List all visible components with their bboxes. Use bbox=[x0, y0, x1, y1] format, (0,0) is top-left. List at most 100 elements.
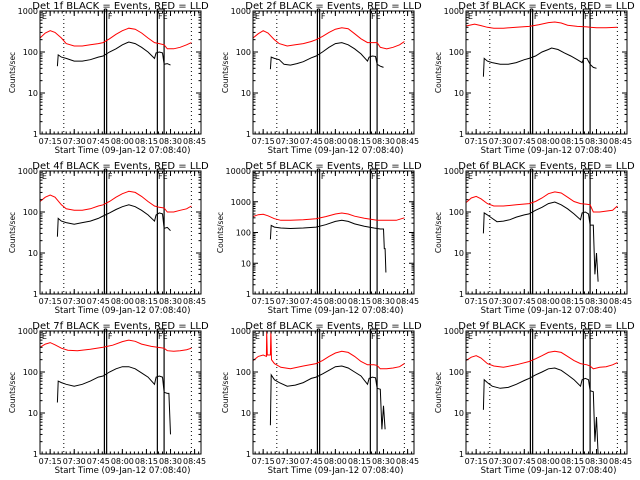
events-series-line bbox=[56, 204, 171, 237]
flag-label: F bbox=[321, 172, 326, 181]
plot-frame bbox=[39, 330, 202, 455]
y-tick-label: 100 bbox=[449, 368, 464, 377]
flag-label: F bbox=[321, 12, 326, 21]
panel-title: Det 7f BLACK = Events, RED = LLD bbox=[32, 321, 209, 332]
x-tick-label: 07:30 bbox=[489, 457, 512, 466]
y-tick-label: 1 bbox=[459, 130, 464, 139]
y-tick-label: 10 bbox=[454, 89, 464, 98]
x-tick-label: 08:30 bbox=[159, 457, 182, 466]
flag-label: FE bbox=[158, 12, 168, 21]
x-tick-label: 08:15 bbox=[135, 297, 158, 306]
y-tick-label: 10 bbox=[28, 89, 38, 98]
x-tick-label: 07:45 bbox=[87, 137, 110, 146]
x-tick-label: 07:30 bbox=[276, 137, 299, 146]
x-tick-label: 08:15 bbox=[135, 137, 158, 146]
flag-label: F bbox=[321, 332, 326, 341]
x-tick-label: 07:45 bbox=[513, 297, 536, 306]
lld-series-line bbox=[465, 350, 618, 370]
panel-title: Det 5f BLACK = Events, RED = LLD bbox=[245, 161, 422, 172]
x-tick-label: 08:45 bbox=[609, 137, 632, 146]
events-series-line bbox=[482, 47, 597, 77]
x-tick-label: 08:15 bbox=[348, 297, 371, 306]
y-tick-label: 1000 bbox=[231, 327, 251, 336]
flag-label: FE bbox=[158, 332, 168, 341]
flag-label: E bbox=[468, 332, 473, 341]
x-tick-label: 08:00 bbox=[111, 457, 134, 466]
flag-label: F bbox=[534, 172, 539, 181]
x-tick-label: 07:30 bbox=[489, 297, 512, 306]
flag-label: FE bbox=[371, 12, 381, 21]
x-tick-label: 08:00 bbox=[111, 137, 134, 146]
y-tick-label: 100 bbox=[23, 208, 38, 217]
lld-series-line bbox=[252, 212, 405, 221]
x-tick-label: 08:45 bbox=[183, 297, 206, 306]
y-tick-label: 10 bbox=[454, 409, 464, 418]
y-tick-label: 100 bbox=[449, 48, 464, 57]
x-axis-label: Start Time (09-Jan-12 07:08:40) bbox=[268, 146, 404, 156]
y-tick-label: 10 bbox=[28, 409, 38, 418]
flag-label: FE bbox=[371, 332, 381, 341]
events-series-line bbox=[56, 41, 171, 67]
x-tick-label: 07:30 bbox=[489, 137, 512, 146]
x-tick-label: 07:15 bbox=[252, 137, 275, 146]
y-tick-label: 1 bbox=[246, 450, 251, 459]
y-tick-label: 1 bbox=[33, 290, 38, 299]
x-tick-label: 07:15 bbox=[39, 457, 62, 466]
plot-frame bbox=[465, 170, 628, 295]
x-tick-label: 08:45 bbox=[609, 297, 632, 306]
panel-title: Det 3f BLACK = Events, RED = LLD bbox=[458, 1, 635, 12]
x-tick-label: 07:45 bbox=[300, 297, 323, 306]
x-tick-label: 08:30 bbox=[585, 297, 608, 306]
flag-label: F bbox=[108, 12, 113, 21]
events-series-line bbox=[269, 219, 387, 273]
x-tick-label: 08:45 bbox=[183, 137, 206, 146]
lld-series-line bbox=[252, 27, 405, 50]
flag-label: E bbox=[255, 12, 260, 21]
flag-label: E bbox=[468, 172, 473, 181]
y-tick-label: 1 bbox=[459, 290, 464, 299]
events-series-line bbox=[56, 366, 171, 435]
y-tick-label: 1 bbox=[246, 290, 251, 299]
flag-label: F bbox=[534, 332, 539, 341]
y-axis-label: Counts/sec bbox=[8, 372, 17, 413]
x-tick-label: 07:15 bbox=[465, 457, 488, 466]
flag-label: FE bbox=[584, 172, 594, 181]
y-tick-label: 100 bbox=[23, 368, 38, 377]
x-tick-label: 08:00 bbox=[324, 457, 347, 466]
y-tick-label: 10000 bbox=[226, 167, 251, 176]
x-tick-label: 08:00 bbox=[111, 297, 134, 306]
y-tick-label: 100 bbox=[23, 48, 38, 57]
flag-label: E bbox=[42, 172, 47, 181]
flag-label: E bbox=[42, 12, 47, 21]
x-tick-label: 07:15 bbox=[39, 297, 62, 306]
x-tick-label: 08:30 bbox=[372, 297, 395, 306]
plot-frame bbox=[465, 10, 628, 135]
y-tick-label: 100 bbox=[236, 229, 251, 238]
plot-frame bbox=[252, 330, 415, 455]
x-tick-label: 07:45 bbox=[87, 457, 110, 466]
x-axis-label: Start Time (09-Jan-12 07:08:40) bbox=[55, 146, 191, 156]
x-axis-label: Start Time (09-Jan-12 07:08:40) bbox=[481, 146, 617, 156]
x-tick-label: 08:00 bbox=[537, 297, 560, 306]
y-axis-label: Counts/sec bbox=[221, 52, 230, 93]
y-tick-label: 1000 bbox=[231, 198, 251, 207]
flag-label: FE bbox=[584, 332, 594, 341]
x-tick-label: 08:15 bbox=[348, 137, 371, 146]
x-tick-label: 08:00 bbox=[324, 297, 347, 306]
events-series-line bbox=[269, 365, 386, 430]
plot-frame bbox=[465, 330, 628, 455]
x-tick-label: 08:45 bbox=[396, 297, 419, 306]
y-tick-label: 1000 bbox=[444, 7, 464, 16]
lld-series-line bbox=[39, 339, 192, 352]
plot-frame bbox=[252, 10, 415, 135]
y-tick-label: 10 bbox=[241, 409, 251, 418]
x-tick-label: 07:30 bbox=[276, 457, 299, 466]
x-tick-label: 08:30 bbox=[372, 457, 395, 466]
y-tick-label: 1000 bbox=[231, 7, 251, 16]
y-tick-label: 1000 bbox=[18, 7, 38, 16]
x-axis-label: Start Time (09-Jan-12 07:08:40) bbox=[55, 466, 191, 476]
x-axis-label: Start Time (09-Jan-12 07:08:40) bbox=[55, 306, 191, 316]
